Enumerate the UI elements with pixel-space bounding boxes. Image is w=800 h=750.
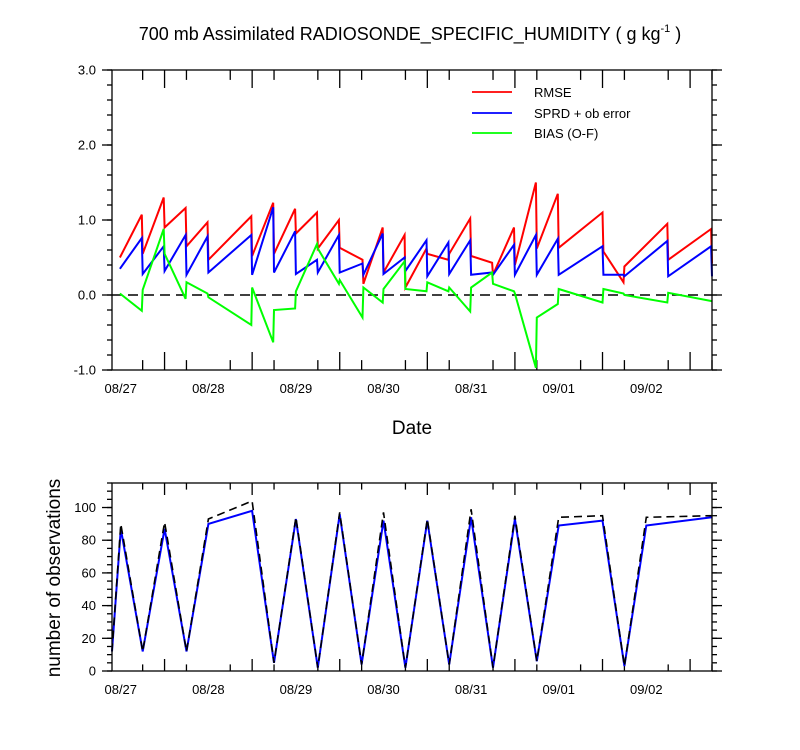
top-chart-x-tick-labels: 08/27 08/28 08/29 08/30 08/31 09/01 09/02 — [104, 381, 662, 396]
top-chart-series — [119, 182, 713, 369]
y-tick-label: 2.0 — [78, 138, 96, 153]
x-tick-label: 09/02 — [630, 682, 663, 697]
bottom-chart-x-tick-labels: 08/27 08/28 08/29 08/30 08/31 09/01 09/02 — [104, 682, 662, 697]
y-tick-label: 40 — [82, 598, 96, 613]
x-tick-label: 08/27 — [104, 381, 137, 396]
bottom-chart-y-axis-title: number of observations — [44, 479, 65, 678]
bottom-chart-y-tick-labels: 0 20 40 60 80 100 — [74, 500, 96, 678]
y-tick-label: 20 — [82, 631, 96, 646]
top-chart-frame — [111, 69, 713, 371]
bottom-chart-series — [111, 499, 713, 668]
y-tick-label: 80 — [82, 533, 96, 548]
x-tick-label: 08/31 — [455, 682, 488, 697]
top-chart-ticks — [102, 69, 722, 371]
series-possible — [111, 499, 713, 668]
y-tick-label: -1.0 — [74, 363, 96, 378]
top-chart-x-axis-title: Date — [392, 418, 432, 439]
bottom-chart-ticks — [102, 482, 722, 672]
y-tick-label: 0 — [89, 664, 96, 679]
x-tick-label: 08/30 — [367, 682, 400, 697]
x-tick-label: 09/02 — [630, 381, 663, 396]
x-tick-label: 09/01 — [542, 682, 575, 697]
legend: RMSE SPRD + ob error BIAS (O-F) — [472, 85, 631, 141]
legend-label-sprd: SPRD + ob error — [534, 106, 631, 121]
legend-label-bias: BIAS (O-F) — [534, 126, 598, 141]
y-tick-label: 3.0 — [78, 63, 96, 78]
y-tick-label: 1.0 — [78, 213, 96, 228]
series-sprd-ob-error — [119, 207, 713, 280]
x-tick-label: 08/29 — [280, 381, 313, 396]
x-tick-label: 08/29 — [280, 682, 313, 697]
y-tick-label: 100 — [74, 500, 96, 515]
x-tick-label: 09/01 — [542, 381, 575, 396]
y-tick-label: 60 — [82, 565, 96, 580]
x-tick-label: 08/28 — [192, 381, 225, 396]
legend-label-rmse: RMSE — [534, 85, 572, 100]
x-tick-label: 08/31 — [455, 381, 488, 396]
y-tick-label: 0.0 — [78, 288, 96, 303]
series-bias-o-f — [119, 228, 712, 369]
x-tick-label: 08/28 — [192, 682, 225, 697]
x-tick-label: 08/27 — [104, 682, 137, 697]
bottom-chart-frame — [111, 482, 713, 672]
top-chart-y-tick-labels: -1.0 0.0 1.0 2.0 3.0 — [74, 63, 96, 378]
top-chart: 700 mb Assimilated RADIOSONDE_SPECIFIC_H… — [74, 23, 722, 439]
series-assimilated — [111, 509, 713, 668]
top-chart-title: 700 mb Assimilated RADIOSONDE_SPECIFIC_H… — [139, 23, 682, 45]
bottom-chart: 0 20 40 60 80 100 08/27 08/28 08/29 08/30 08/31 09… — [44, 479, 722, 697]
x-tick-label: 08/30 — [367, 381, 400, 396]
